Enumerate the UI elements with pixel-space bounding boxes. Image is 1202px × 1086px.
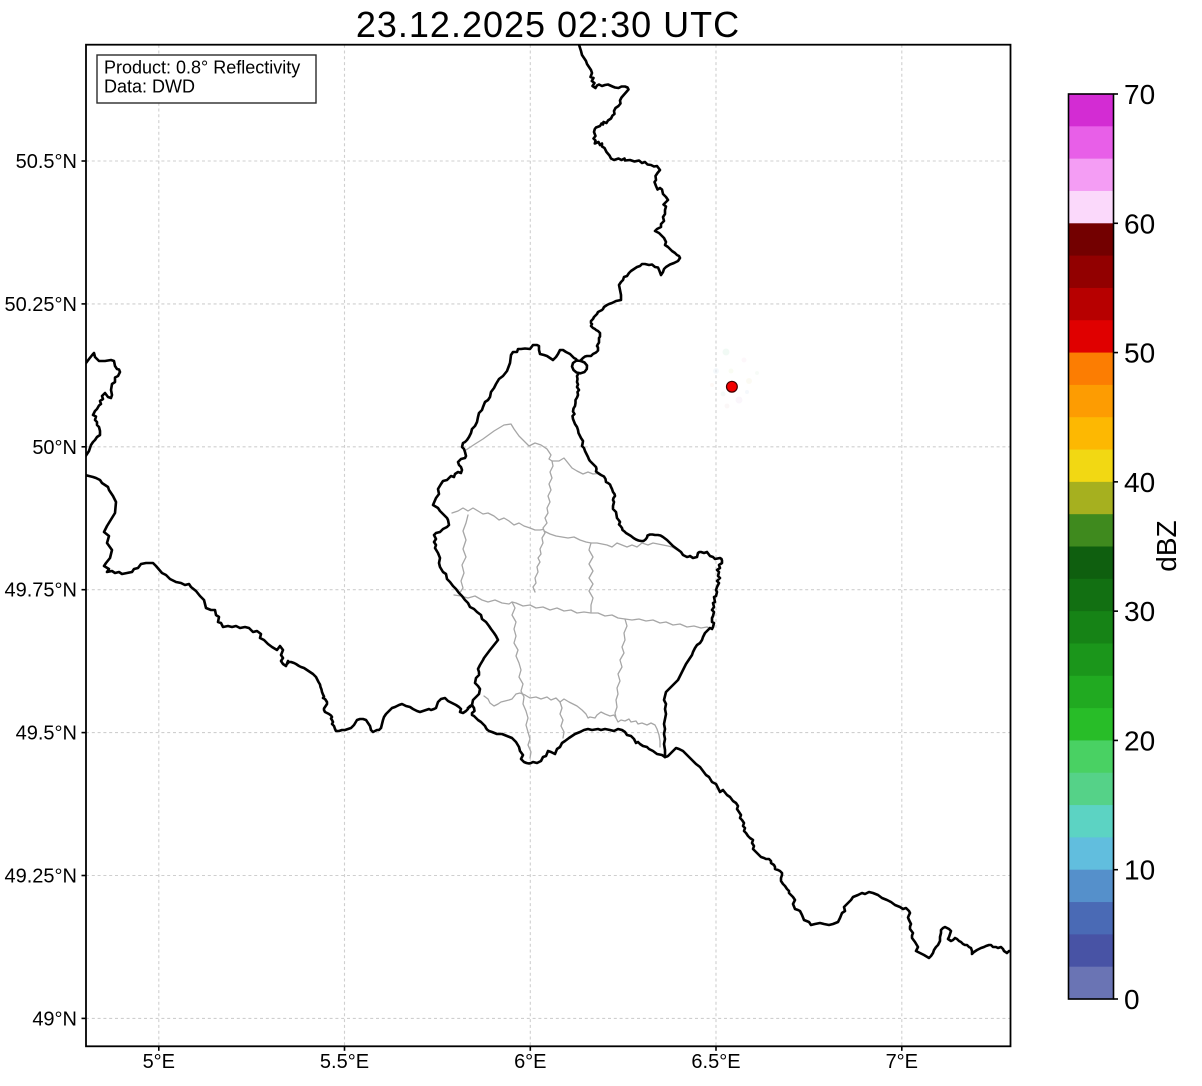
svg-text:6.5°E: 6.5°E (691, 1051, 740, 1073)
svg-text:0: 0 (1124, 984, 1140, 1015)
svg-text:5°E: 5°E (143, 1051, 175, 1073)
svg-text:20: 20 (1124, 725, 1155, 756)
svg-text:30: 30 (1124, 596, 1155, 627)
svg-text:50.25°N: 50.25°N (5, 294, 78, 316)
svg-text:10: 10 (1124, 855, 1155, 886)
svg-text:5.5°E: 5.5°E (320, 1051, 369, 1073)
svg-text:70: 70 (1124, 79, 1155, 110)
svg-text:49.25°N: 49.25°N (5, 866, 78, 888)
svg-text:49.5°N: 49.5°N (16, 723, 77, 745)
svg-text:7°E: 7°E (886, 1051, 918, 1073)
svg-text:50°N: 50°N (32, 437, 77, 459)
svg-text:Data: DWD: Data: DWD (104, 77, 195, 97)
svg-text:50.5°N: 50.5°N (16, 151, 77, 173)
svg-text:40: 40 (1124, 467, 1155, 498)
svg-text:60: 60 (1124, 208, 1155, 239)
svg-text:23.12.2025 02:30 UTC: 23.12.2025 02:30 UTC (356, 4, 740, 45)
svg-text:49°N: 49°N (32, 1008, 77, 1030)
svg-text:Product: 0.8° Reflectivity: Product: 0.8° Reflectivity (104, 58, 300, 78)
svg-text:6°E: 6°E (514, 1051, 546, 1073)
svg-text:50: 50 (1124, 338, 1155, 369)
svg-text:49.75°N: 49.75°N (5, 580, 78, 602)
svg-text:dBZ: dBZ (1151, 520, 1182, 571)
